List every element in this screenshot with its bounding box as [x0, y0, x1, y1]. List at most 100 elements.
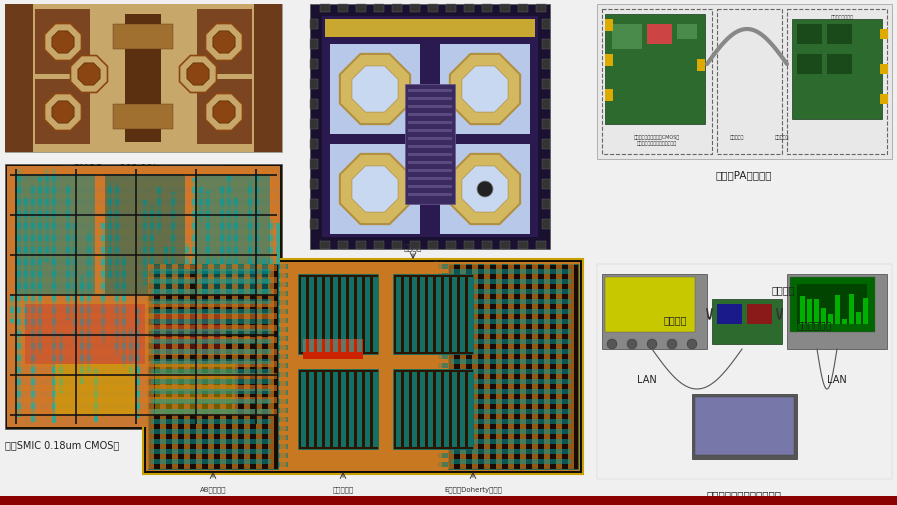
- Bar: [451, 399, 571, 404]
- Bar: [828, 315, 833, 324]
- Bar: [428, 5, 438, 13]
- Bar: [536, 241, 546, 249]
- Text: 相位信号: 相位信号: [664, 315, 687, 324]
- Bar: [349, 277, 354, 352]
- Bar: [405, 85, 455, 205]
- Bar: [827, 25, 852, 45]
- Bar: [148, 345, 578, 350]
- Bar: [148, 310, 578, 315]
- Bar: [333, 372, 338, 447]
- Bar: [151, 429, 271, 434]
- Bar: [5, 165, 282, 429]
- Bar: [10, 175, 277, 177]
- Bar: [542, 60, 550, 70]
- Polygon shape: [340, 55, 410, 125]
- Bar: [448, 265, 454, 469]
- Bar: [408, 130, 452, 133]
- Polygon shape: [462, 167, 508, 213]
- Bar: [148, 265, 154, 469]
- Bar: [542, 160, 550, 170]
- Bar: [807, 299, 812, 324]
- Text: 可编程PA: 可编程PA: [414, 260, 446, 270]
- Bar: [10, 314, 277, 319]
- Bar: [38, 178, 42, 355]
- Bar: [310, 199, 318, 210]
- Bar: [451, 299, 571, 305]
- Bar: [356, 241, 366, 249]
- Bar: [171, 192, 175, 362]
- Bar: [94, 369, 98, 422]
- Bar: [292, 265, 298, 469]
- Bar: [536, 5, 546, 13]
- Polygon shape: [52, 102, 74, 124]
- Bar: [227, 177, 231, 370]
- Bar: [542, 180, 550, 189]
- Bar: [220, 187, 224, 345]
- Bar: [10, 373, 277, 379]
- Bar: [24, 197, 28, 330]
- Bar: [404, 277, 409, 352]
- Bar: [129, 327, 133, 377]
- Bar: [310, 20, 318, 30]
- Bar: [310, 80, 318, 90]
- Bar: [10, 241, 277, 247]
- Bar: [602, 10, 712, 155]
- Bar: [101, 224, 105, 343]
- Bar: [464, 5, 474, 13]
- Bar: [108, 183, 112, 279]
- Bar: [388, 265, 394, 469]
- Bar: [365, 277, 370, 352]
- Bar: [10, 301, 277, 308]
- Bar: [10, 409, 277, 415]
- Bar: [255, 170, 257, 424]
- Bar: [542, 100, 550, 110]
- Polygon shape: [71, 57, 108, 93]
- Bar: [151, 369, 271, 374]
- Bar: [605, 277, 695, 332]
- Bar: [408, 146, 452, 148]
- Bar: [797, 284, 867, 324]
- Bar: [151, 389, 271, 394]
- Bar: [10, 255, 277, 257]
- Bar: [612, 25, 642, 50]
- Bar: [500, 241, 510, 249]
- Bar: [464, 241, 474, 249]
- Polygon shape: [45, 24, 82, 61]
- Bar: [451, 349, 571, 355]
- Bar: [310, 180, 318, 189]
- Bar: [436, 265, 442, 469]
- Bar: [827, 55, 852, 75]
- Bar: [10, 361, 277, 367]
- Bar: [31, 186, 35, 422]
- Bar: [135, 170, 137, 424]
- Bar: [15, 175, 95, 294]
- Bar: [148, 265, 578, 270]
- Bar: [155, 364, 235, 414]
- Text: AB类放大器: AB类放大器: [200, 485, 226, 492]
- Bar: [151, 399, 271, 404]
- Bar: [148, 282, 578, 287]
- Bar: [605, 90, 613, 102]
- Bar: [880, 30, 888, 40]
- Bar: [568, 265, 574, 469]
- Bar: [835, 295, 840, 324]
- Text: 具有可编程功率控制的CMOS班
叠型差分式射频射频功率放大器: 具有可编程功率控制的CMOS班 叠型差分式射频射频功率放大器: [634, 135, 680, 145]
- Bar: [10, 254, 277, 260]
- Bar: [408, 90, 452, 93]
- Bar: [451, 389, 571, 394]
- Bar: [542, 40, 550, 50]
- Bar: [148, 426, 578, 431]
- Bar: [10, 334, 277, 336]
- Bar: [717, 10, 782, 155]
- Circle shape: [687, 339, 697, 349]
- Bar: [309, 372, 314, 447]
- Bar: [25, 305, 145, 364]
- Bar: [10, 294, 14, 323]
- Bar: [113, 105, 173, 130]
- Bar: [677, 25, 697, 40]
- Bar: [451, 359, 571, 364]
- Bar: [412, 265, 418, 469]
- Bar: [863, 298, 868, 324]
- Bar: [151, 379, 271, 384]
- Bar: [374, 241, 384, 249]
